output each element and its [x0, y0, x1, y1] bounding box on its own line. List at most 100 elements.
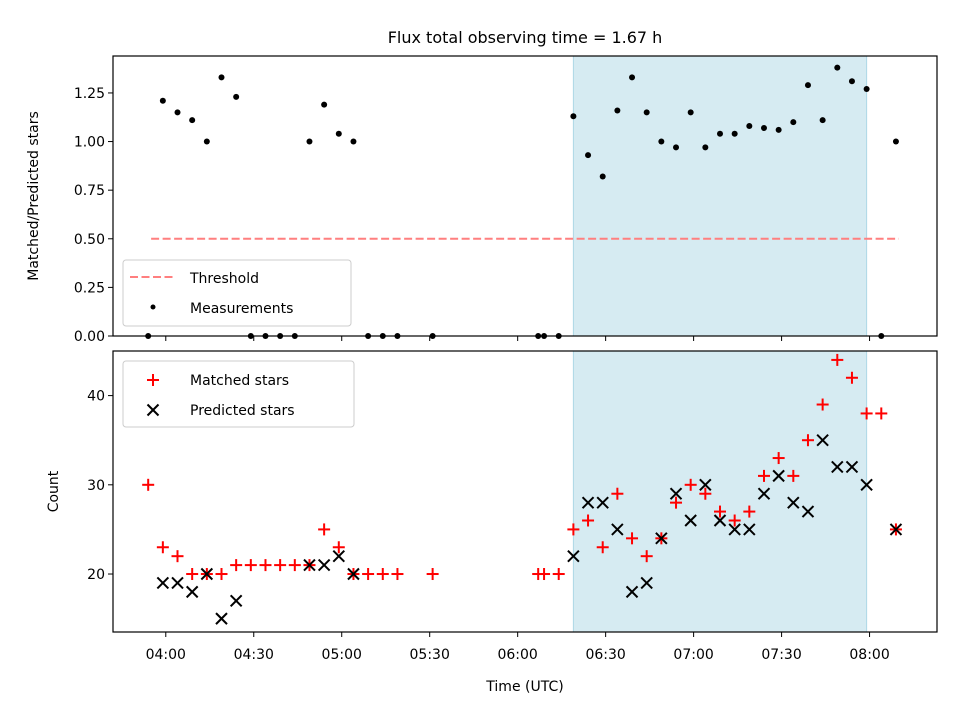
predicted-star-point: [743, 523, 756, 536]
predicted-star-point-b: [845, 460, 859, 474]
predicted-star-point-b: [317, 558, 331, 572]
y-tick-label: 30: [87, 478, 105, 494]
matched-star-point: [376, 568, 389, 581]
predicted-star-point: [567, 549, 580, 563]
predicted-star-point-b: [640, 576, 653, 590]
y-tick-label: 20: [87, 567, 105, 583]
matched-star-point: [772, 452, 785, 465]
y-tick-label: 1.25: [74, 86, 105, 102]
matched-star-point: [156, 541, 169, 554]
matched-star-point: [230, 559, 243, 572]
matched-star-point: [567, 523, 580, 536]
predicted-star-point-b: [860, 478, 873, 492]
matched-star-point: [816, 398, 829, 411]
predicted-star-point-b: [772, 469, 785, 483]
matched-star-point: [743, 505, 756, 518]
matched-star-point: [142, 478, 155, 491]
measurement-point: [834, 64, 841, 71]
matched-star-point: [845, 371, 858, 384]
matched-star-point: [426, 568, 439, 581]
measurement-point: [614, 107, 621, 114]
y-axis-label: Count: [46, 470, 62, 512]
legend-predicted-label: Predicted stars: [190, 403, 295, 419]
matched-star-point: [318, 523, 331, 536]
matched-star-point: [215, 568, 228, 581]
legend-predicted-swatch-b: [146, 403, 160, 417]
predicted-star-point: [684, 514, 697, 527]
measurement-point: [643, 109, 650, 116]
predicted-star-point: [347, 567, 360, 581]
predicted-star-point: [625, 585, 639, 599]
matched-star-point: [640, 550, 653, 563]
bottom-panel: 20 30 40 04:00 04:30 05:00 05:30 06:00 06:30 07:0…: [46, 350, 938, 663]
predicted-star-point-b: [185, 585, 199, 599]
legend-threshold-label: Threshold: [189, 271, 259, 287]
matched-star-point: [362, 568, 375, 581]
predicted-star-point: [317, 558, 331, 572]
predicted-star-point-b: [669, 487, 683, 500]
chart-title: Flux total observing time = 1.67 h: [388, 28, 663, 47]
predicted-star-point: [185, 585, 199, 599]
predicted-star-point: [728, 523, 741, 536]
predicted-star-point-b: [581, 496, 595, 509]
x-tick-label: 05:30: [410, 647, 450, 663]
predicted-star-point-b: [699, 478, 712, 492]
predicted-star-point-b: [596, 496, 609, 509]
x-tick-label: 05:00: [322, 647, 362, 663]
predicted-star-point: [860, 478, 873, 492]
measurement-point: [599, 173, 606, 180]
measurement-point: [863, 86, 870, 93]
top-panel: 0.00 0.25 0.50 0.75 1.00 1.25 Matched/Predicte…: [26, 55, 938, 345]
matched-star-point: [186, 568, 199, 581]
x-tick-label: 06:30: [585, 647, 625, 663]
predicted-star-point: [596, 496, 609, 509]
measurement-point: [570, 113, 577, 120]
y-axis-label: Matched/Predicted stars: [26, 111, 42, 281]
matched-star-point: [728, 514, 741, 527]
legend: Threshold Measurements: [122, 259, 352, 327]
legend-matched-swatch: [147, 374, 159, 386]
measurement-point: [848, 78, 855, 85]
predicted-star-point-b: [684, 514, 697, 527]
predicted-star-point: [611, 523, 624, 536]
predicted-star-point: [845, 460, 859, 474]
measurement-point: [159, 97, 166, 104]
measurement-point: [702, 144, 709, 151]
x-tick-label: 04:30: [234, 647, 274, 663]
predicted-star-point-b: [156, 576, 170, 590]
legend-matched-label: Matched stars: [190, 373, 289, 389]
predicted-star-point-b: [303, 558, 316, 572]
measurement-point: [687, 109, 694, 116]
matched-star-point: [171, 550, 184, 563]
predicted-star-point-b: [713, 514, 727, 527]
matched-star-point: [699, 487, 712, 500]
x-tick-label: 07:00: [673, 647, 713, 663]
predicted-star-point: [332, 549, 346, 563]
predicted-star-point: [171, 576, 184, 590]
predicted-star-point: [200, 567, 214, 581]
x-tick-label: 04:00: [146, 647, 186, 663]
x-tick-label: 06:00: [497, 647, 537, 663]
matched-star-point: [875, 407, 888, 420]
y-tick-label: 40: [87, 389, 105, 405]
measurement-point: [321, 101, 328, 108]
legend-measurement-label: Measurements: [190, 301, 293, 317]
predicted-star-point-b: [655, 532, 668, 545]
predicted-star-point-b: [332, 549, 346, 563]
matched-star-point: [831, 353, 844, 366]
predicted-star-point-b: [567, 549, 580, 563]
matched-star-point: [757, 469, 770, 482]
y-tick-label: 0.00: [74, 329, 105, 345]
predicted-star-point: [655, 532, 668, 545]
matched-star-point: [288, 559, 301, 572]
measurement-point: [203, 138, 210, 145]
predicted-star-point: [640, 576, 653, 590]
predicted-star-point: [229, 594, 243, 607]
measurement-point: [717, 130, 724, 137]
legend-measurement-swatch: [150, 304, 156, 310]
measurement-point: [218, 74, 225, 81]
predicted-star-point: [816, 433, 829, 447]
predicted-star-point: [801, 505, 815, 518]
legend-box: [122, 259, 352, 327]
